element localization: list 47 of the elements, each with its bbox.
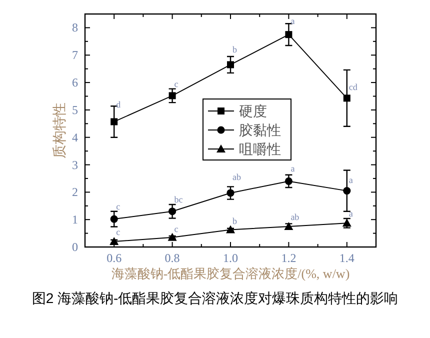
annotation: bc: [174, 194, 183, 205]
legend-label: 胶黏性: [239, 122, 281, 138]
annotation: d: [116, 99, 122, 110]
annotation: c: [116, 227, 120, 238]
point: [227, 61, 234, 68]
point: [284, 177, 292, 186]
y-tick-label: 5: [72, 102, 78, 117]
annotation: a: [348, 208, 353, 218]
x-axis-title: 海藻酸钠-低酯果胶复合溶液浓度/(%, w/w): [111, 266, 350, 281]
text: 图2 海藻酸钠-低酯果胶复合溶液浓度对爆珠质构特性的影响: [30, 289, 400, 308]
x-tick-label: 1.4: [339, 251, 354, 265]
y-tick-label: 2: [72, 185, 78, 200]
annotation: cd: [348, 82, 358, 92]
x-tick-label: 1.0: [223, 251, 238, 265]
annotation: a: [348, 175, 353, 186]
annotation: ab: [232, 172, 242, 182]
point: [226, 225, 235, 234]
annotation: b: [232, 216, 238, 226]
point: [343, 94, 350, 102]
annotation: a: [290, 16, 295, 26]
point: [110, 118, 118, 126]
y-tick-label: 3: [72, 158, 78, 172]
legend-label: 咀嚼性: [239, 141, 281, 157]
y-tick-label: 8: [72, 20, 78, 35]
point: [110, 215, 118, 223]
point: [343, 187, 351, 195]
annotation: c: [174, 78, 178, 89]
point: [168, 92, 176, 100]
y-tick-label: 4: [72, 130, 78, 144]
point: [168, 208, 176, 216]
legend-label: 硬度: [239, 103, 267, 119]
annotation: ab: [290, 212, 300, 222]
annotation: c: [116, 201, 120, 212]
annotation: b: [232, 44, 238, 54]
y-tick-label: 6: [72, 76, 78, 90]
x-tick-label: 0.8: [164, 251, 180, 265]
x-tick-label: 0.6: [106, 251, 122, 265]
y-axis-title: 质构特性: [52, 102, 68, 158]
point: [226, 189, 234, 197]
annotation: c: [174, 224, 178, 234]
point: [285, 31, 292, 38]
x-tick-label: 1.2: [281, 251, 296, 265]
y-tick-label: 1: [72, 212, 78, 227]
y-tick-label: 0: [72, 240, 78, 254]
annotation: a: [290, 163, 295, 174]
y-tick-label: 7: [72, 48, 78, 62]
point: [168, 232, 177, 241]
